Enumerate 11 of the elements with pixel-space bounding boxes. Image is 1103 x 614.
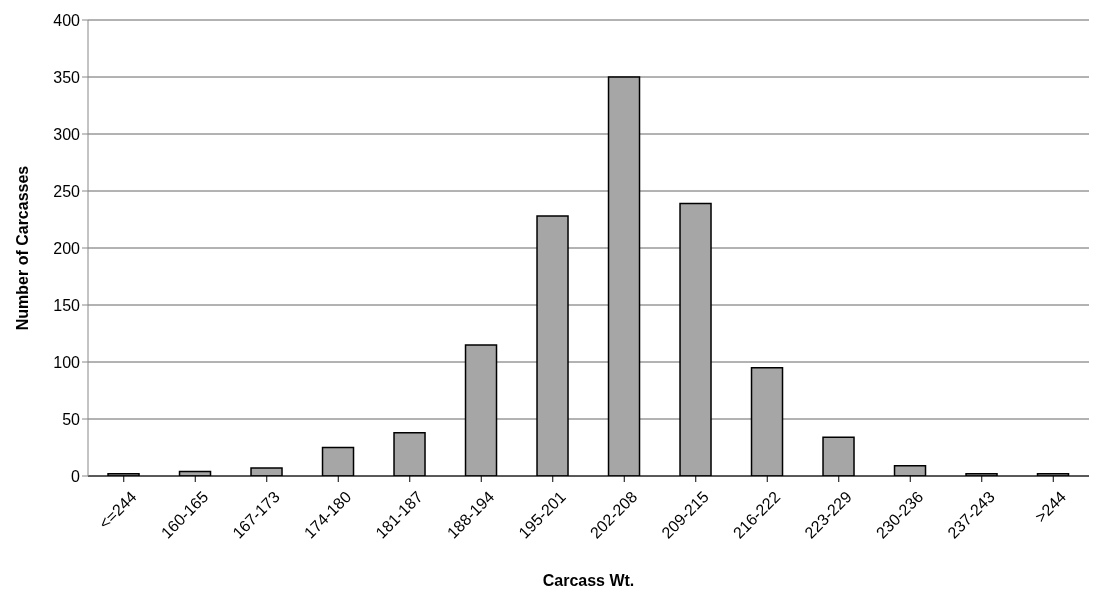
y-tick-label: 250 [53, 182, 81, 200]
x-axis-title: Carcass Wt. [542, 572, 635, 589]
y-tick-label: 100 [53, 353, 81, 371]
y-tick-label: 300 [53, 125, 81, 143]
y-tick-label: 50 [62, 410, 81, 428]
y-tick-label: 350 [53, 68, 81, 86]
y-tick-label: 200 [53, 239, 81, 257]
y-axis-title: Number of Carcasses [13, 165, 31, 331]
y-tick-label: 0 [71, 467, 81, 485]
y-tick-label: 400 [53, 11, 81, 29]
y-tick-label: 150 [53, 296, 81, 314]
